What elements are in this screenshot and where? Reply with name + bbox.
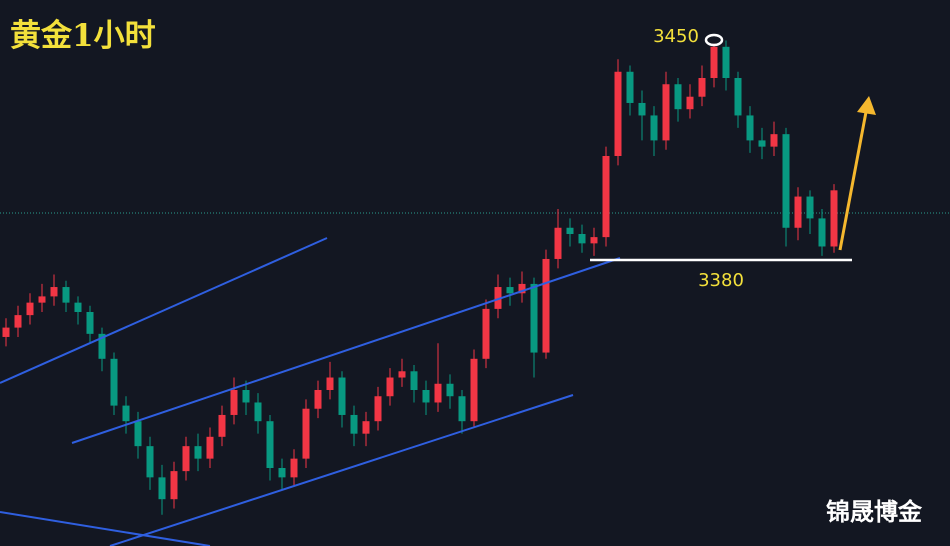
candle-body (2, 327, 10, 337)
trend-line (71, 257, 621, 444)
arrow-shaft (838, 111, 868, 251)
high-marker (704, 33, 724, 47)
candle-body (170, 471, 178, 500)
candle-body (734, 78, 742, 116)
candle-body (290, 458, 298, 478)
candle-body (194, 446, 202, 459)
candle-body (794, 196, 802, 228)
candle-body (434, 383, 442, 403)
candle-body (386, 377, 394, 397)
candle-body (590, 237, 598, 244)
candle-body (410, 371, 418, 390)
candle-body (122, 405, 130, 422)
candle-body (698, 78, 706, 97)
candle-body (638, 102, 646, 116)
annotation: 3380 (698, 270, 744, 291)
candle-body (758, 140, 766, 147)
candle-body (542, 258, 550, 353)
candle-body (146, 446, 154, 478)
candle-body (242, 390, 250, 403)
candle-body (254, 402, 262, 422)
candle-body (614, 71, 622, 156)
candle-body (314, 390, 322, 409)
candle-body (806, 196, 814, 219)
candle-body (482, 308, 490, 359)
arrow-head (857, 96, 876, 115)
candle-body (722, 46, 730, 78)
candle-body (458, 396, 466, 422)
candle-body (74, 302, 82, 312)
candle-body (554, 227, 562, 259)
candle-body (50, 287, 58, 297)
candle-body (38, 296, 46, 303)
candle-body (338, 377, 346, 415)
candle-body (230, 390, 238, 415)
candle-body (494, 287, 502, 309)
candle-body (770, 134, 778, 147)
candle-body (350, 414, 358, 434)
candle-body (506, 287, 514, 294)
candle-body (782, 134, 790, 228)
trend-line (0, 237, 328, 384)
candle-body (206, 436, 214, 459)
candle-body (326, 377, 334, 390)
candle-body (578, 234, 586, 244)
candle-body (650, 115, 658, 141)
candle-body (110, 358, 118, 406)
candle-body (278, 468, 286, 478)
candle-body (14, 315, 22, 328)
candles (2, 40, 838, 515)
candle-body (602, 156, 610, 238)
annotation: 3450 (653, 26, 699, 47)
candle-body (302, 408, 310, 459)
candle-body (686, 96, 694, 110)
candle-body (710, 46, 718, 78)
candle-body (662, 84, 670, 141)
trend-line (0, 511, 211, 546)
trend-line (109, 394, 574, 546)
candle-body (134, 421, 142, 447)
watermark: 锦晟博金 (826, 498, 923, 526)
candle-body (674, 84, 682, 110)
candle-body (530, 283, 538, 353)
candle-body (218, 414, 226, 437)
candle-body (374, 396, 382, 422)
candle-body (446, 383, 454, 397)
chart-title: 黄金1小时 (10, 18, 156, 54)
candle-body (26, 302, 34, 316)
candle-body (626, 71, 634, 103)
candle-body (362, 421, 370, 434)
candle-body (818, 218, 826, 247)
candle-body (266, 421, 274, 468)
candle-body (830, 190, 838, 247)
candle-body (398, 371, 406, 378)
candle-body (746, 115, 754, 141)
candle-body (86, 312, 94, 334)
trend-lines (0, 237, 621, 546)
candle-body (182, 446, 190, 472)
candle-body (98, 333, 106, 359)
candle-body (158, 477, 166, 500)
candle-body (566, 227, 574, 234)
candle-body (62, 287, 70, 303)
candle-body (470, 358, 478, 422)
candle-body (518, 283, 526, 294)
candle-body (422, 390, 430, 403)
